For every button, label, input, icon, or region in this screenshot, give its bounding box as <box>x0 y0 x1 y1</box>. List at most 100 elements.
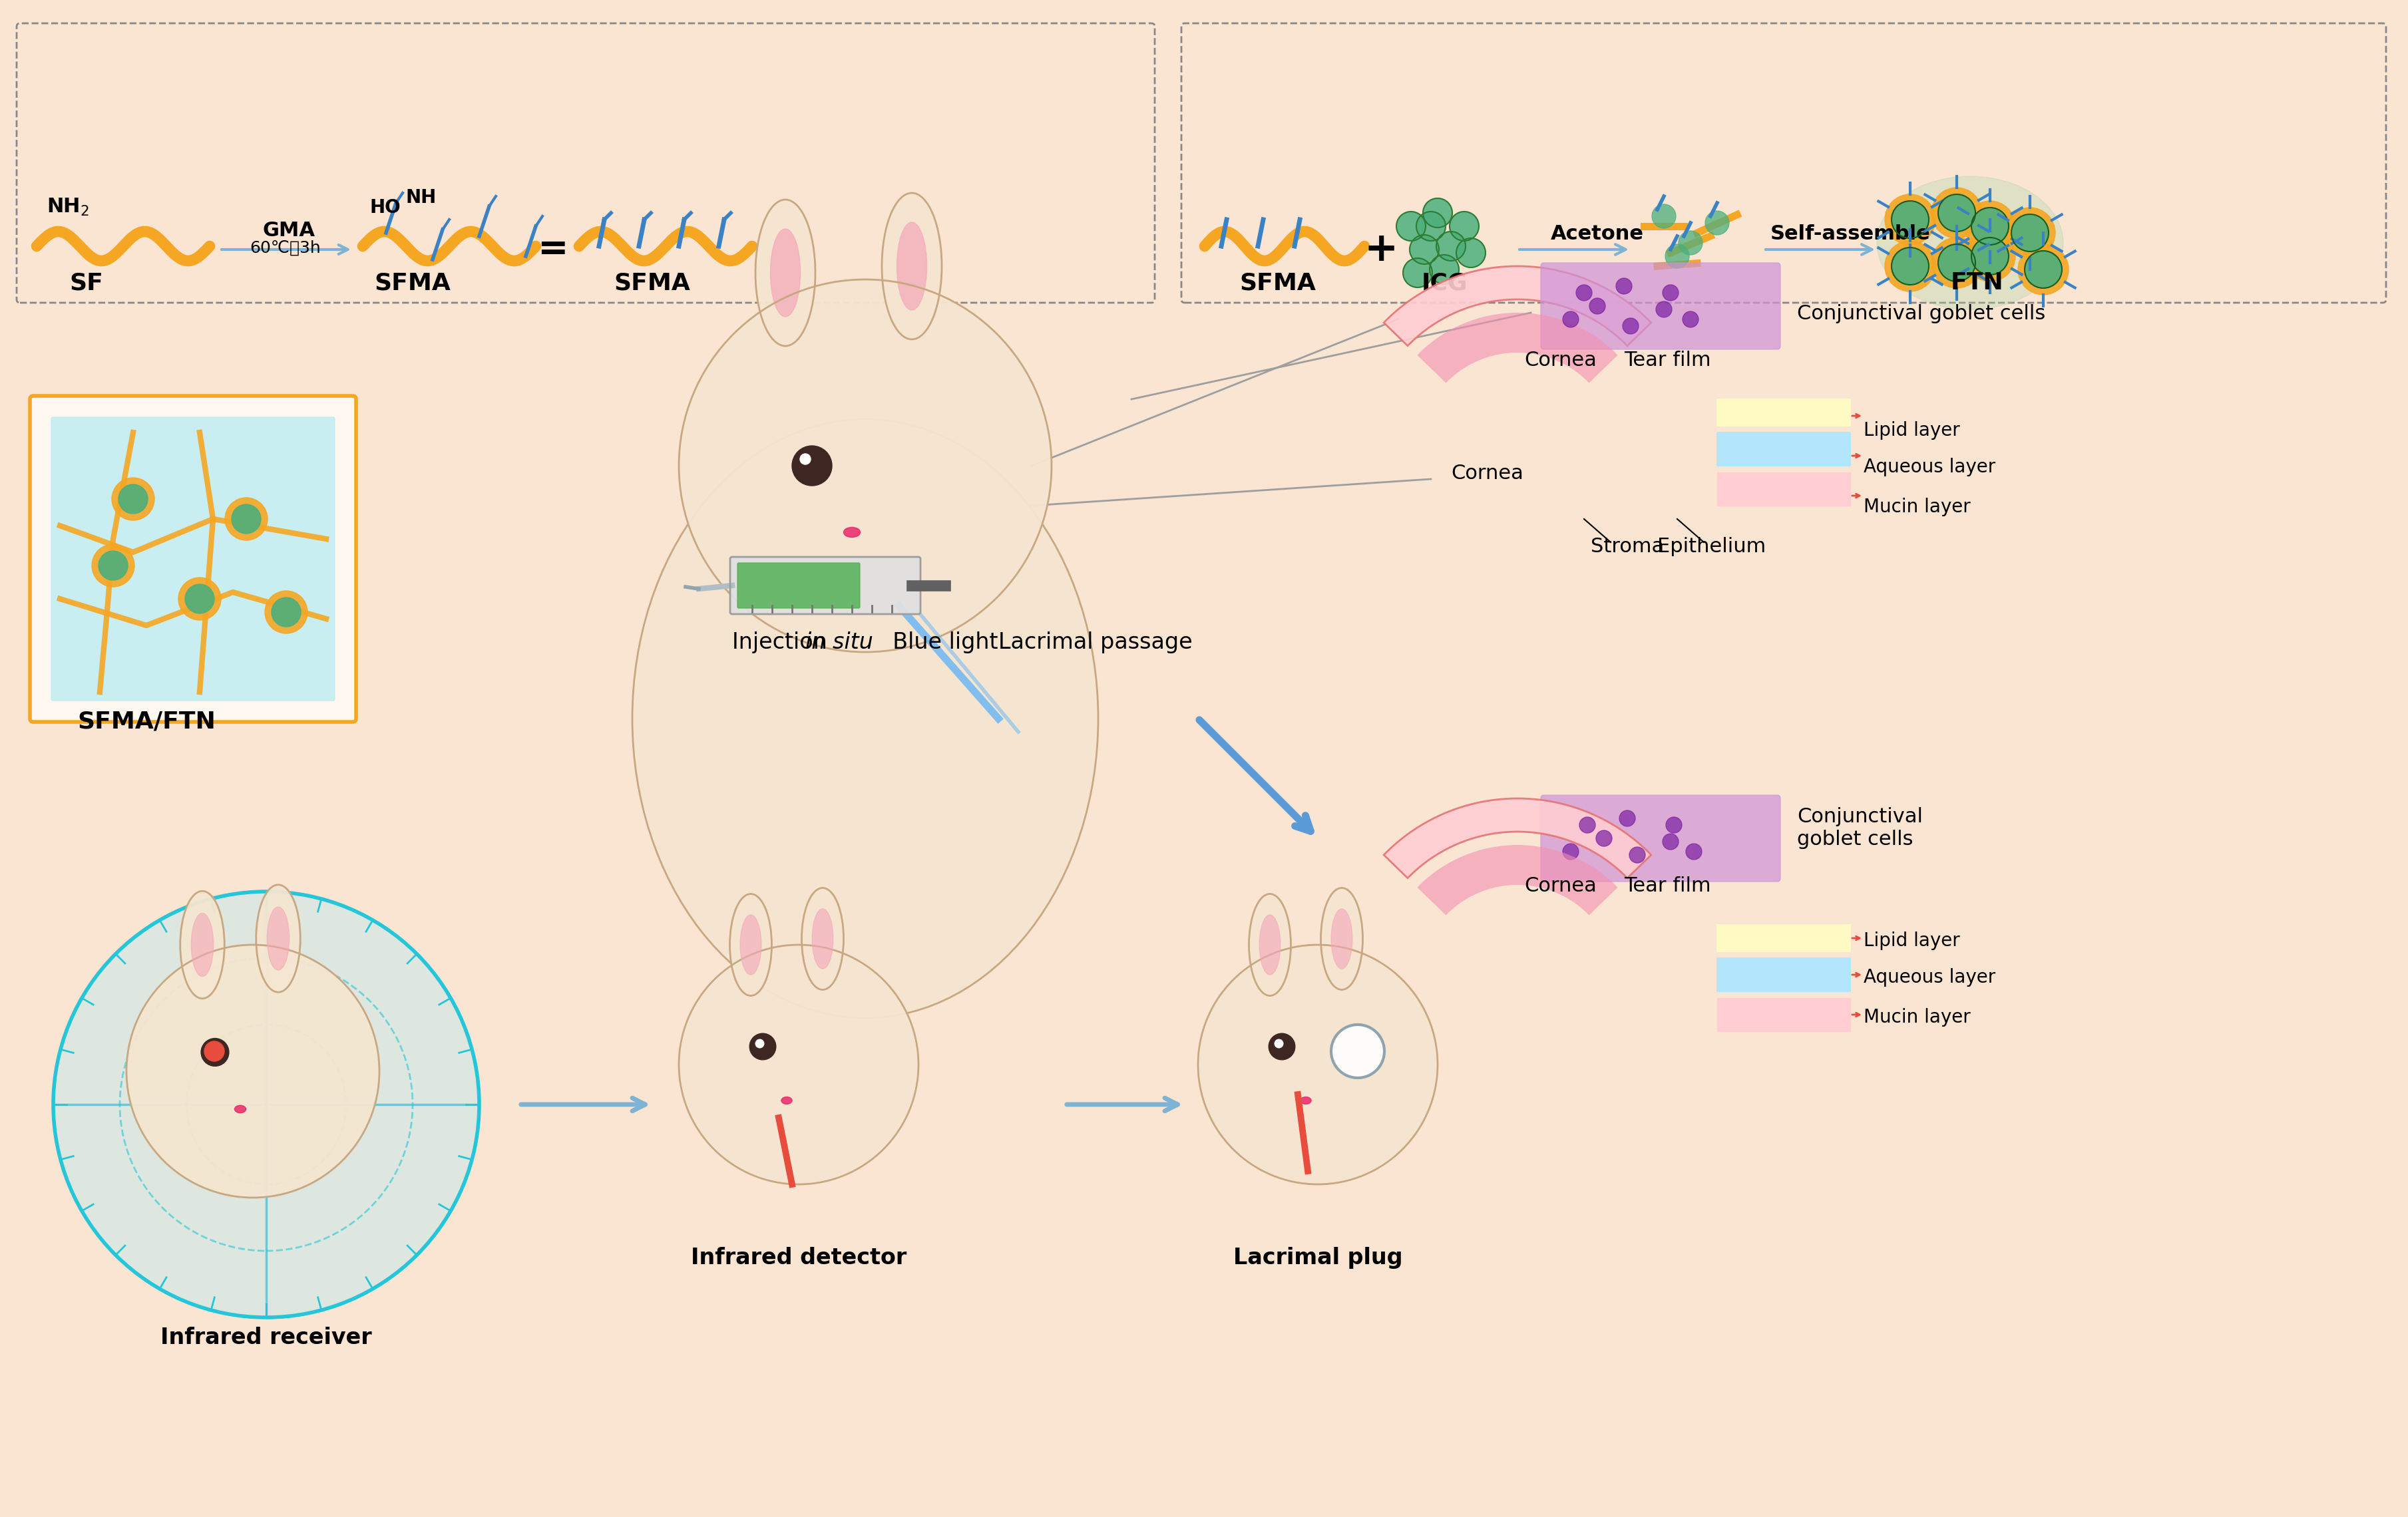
Circle shape <box>1563 311 1580 328</box>
Text: SFMA: SFMA <box>1240 272 1317 294</box>
Ellipse shape <box>802 887 843 989</box>
Text: Infrared detector: Infrared detector <box>691 1247 905 1268</box>
Text: Epithelium: Epithelium <box>1657 537 1765 557</box>
FancyBboxPatch shape <box>730 557 920 614</box>
FancyBboxPatch shape <box>1717 399 1849 426</box>
Circle shape <box>53 892 479 1317</box>
Text: NH: NH <box>407 188 436 206</box>
Circle shape <box>679 945 917 1185</box>
Text: SFMA/FTN: SFMA/FTN <box>77 710 217 733</box>
Circle shape <box>1435 232 1466 261</box>
Circle shape <box>200 1038 229 1066</box>
Text: in situ: in situ <box>804 631 874 654</box>
Circle shape <box>1705 211 1729 235</box>
Ellipse shape <box>756 200 816 346</box>
Ellipse shape <box>896 221 927 309</box>
Circle shape <box>1397 211 1426 241</box>
Text: Cornea: Cornea <box>1524 350 1597 370</box>
Circle shape <box>1662 285 1678 300</box>
FancyBboxPatch shape <box>1717 957 1849 992</box>
Text: Stroma: Stroma <box>1592 537 1664 557</box>
Circle shape <box>1885 194 1936 244</box>
Ellipse shape <box>267 907 289 969</box>
Text: Tear film: Tear film <box>1623 350 1712 370</box>
Text: Blue light: Blue light <box>879 631 997 654</box>
Circle shape <box>1577 285 1592 300</box>
Circle shape <box>792 446 831 485</box>
Circle shape <box>1938 244 1975 282</box>
Text: Infrared receiver: Infrared receiver <box>161 1327 371 1349</box>
Circle shape <box>111 478 154 520</box>
Text: Acetone: Acetone <box>1551 225 1645 244</box>
Circle shape <box>99 551 128 579</box>
Circle shape <box>749 1033 775 1060</box>
Circle shape <box>272 598 301 627</box>
Text: GMA: GMA <box>262 221 315 240</box>
Circle shape <box>1931 238 1982 288</box>
Ellipse shape <box>811 909 833 969</box>
Text: SFMA: SFMA <box>373 272 450 294</box>
Circle shape <box>207 1045 217 1053</box>
Circle shape <box>756 1039 763 1048</box>
Text: Lipid layer: Lipid layer <box>1864 422 1960 440</box>
Circle shape <box>1885 241 1936 291</box>
Circle shape <box>128 945 380 1197</box>
Ellipse shape <box>190 913 214 977</box>
Circle shape <box>1404 258 1433 287</box>
Text: NH$_2$: NH$_2$ <box>46 197 89 217</box>
FancyBboxPatch shape <box>1717 925 1849 951</box>
Circle shape <box>1965 200 2015 252</box>
FancyBboxPatch shape <box>1182 23 2386 303</box>
Text: Lacrimal passage: Lacrimal passage <box>999 631 1192 654</box>
Text: Conjunctival goblet cells: Conjunctival goblet cells <box>1796 303 2044 323</box>
Text: Injection: Injection <box>732 631 833 654</box>
Polygon shape <box>1385 798 1652 878</box>
FancyBboxPatch shape <box>1541 795 1780 881</box>
Ellipse shape <box>780 1097 792 1104</box>
Circle shape <box>1563 843 1580 860</box>
Circle shape <box>1931 188 1982 238</box>
Circle shape <box>1623 319 1637 334</box>
FancyBboxPatch shape <box>1717 432 1849 466</box>
Circle shape <box>1580 818 1597 833</box>
Circle shape <box>118 484 147 514</box>
Text: Mucin layer: Mucin layer <box>1864 1007 1970 1027</box>
Circle shape <box>1678 231 1702 255</box>
Text: Aqueous layer: Aqueous layer <box>1864 968 1996 986</box>
Text: SFMA: SFMA <box>614 272 691 294</box>
Circle shape <box>178 578 222 620</box>
Circle shape <box>1597 830 1611 846</box>
Circle shape <box>1618 810 1635 827</box>
FancyBboxPatch shape <box>1717 998 1849 1032</box>
Polygon shape <box>1418 845 1618 915</box>
Ellipse shape <box>1300 1097 1312 1104</box>
FancyBboxPatch shape <box>51 417 335 701</box>
Circle shape <box>799 454 811 464</box>
Circle shape <box>1666 244 1688 269</box>
Text: Aqueous layer: Aqueous layer <box>1864 458 1996 476</box>
Circle shape <box>1199 945 1438 1185</box>
Circle shape <box>1416 211 1445 241</box>
Circle shape <box>679 279 1052 652</box>
Circle shape <box>1972 238 2008 275</box>
FancyBboxPatch shape <box>1717 472 1849 505</box>
Circle shape <box>2011 214 2049 252</box>
Text: Self-assemble: Self-assemble <box>1770 225 1931 244</box>
Text: Lipid layer: Lipid layer <box>1864 931 1960 950</box>
Circle shape <box>1972 208 2008 244</box>
Ellipse shape <box>1322 887 1363 989</box>
Text: +: + <box>1363 231 1399 269</box>
Circle shape <box>1332 1024 1385 1079</box>
Circle shape <box>2006 208 2056 258</box>
Text: SF: SF <box>70 272 104 294</box>
Circle shape <box>224 498 267 540</box>
Circle shape <box>231 504 260 534</box>
Ellipse shape <box>1876 176 2064 309</box>
Ellipse shape <box>881 193 942 340</box>
Text: Conjunctival
goblet cells: Conjunctival goblet cells <box>1796 807 1924 850</box>
Polygon shape <box>1418 313 1618 382</box>
Circle shape <box>1589 297 1606 314</box>
Text: =: = <box>537 232 568 267</box>
Ellipse shape <box>181 890 224 998</box>
Ellipse shape <box>843 528 860 537</box>
